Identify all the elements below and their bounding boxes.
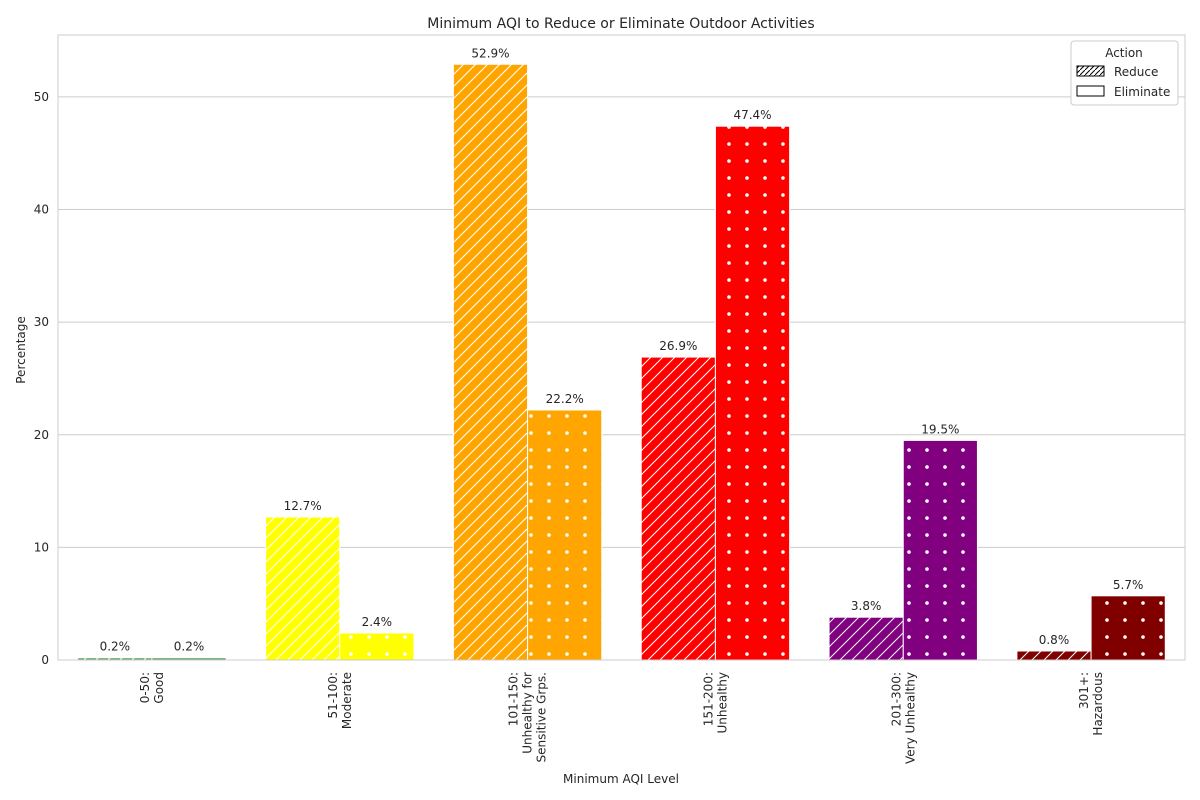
bar-eliminate-1 <box>339 632 415 661</box>
bar-reduce-2 <box>452 63 529 661</box>
bar-reduce-4 <box>828 616 904 661</box>
legend-swatch-eliminate <box>1076 85 1105 97</box>
svg-text:Very Unhealthy: Very Unhealthy <box>903 672 917 764</box>
x-axis-ticks: 0-50: Good 51-100: Moderate 101-150: Unhealth… <box>138 672 1105 764</box>
plot-frame <box>57 34 1186 661</box>
data-label: 52.9% <box>471 46 509 60</box>
legend-title: Action <box>1105 46 1143 60</box>
bar-eliminate-5 <box>1090 595 1166 661</box>
data-label: 26.9% <box>659 339 697 353</box>
x-tick-label: 0-50: Good <box>138 672 166 704</box>
bars <box>77 63 1166 661</box>
data-label: 22.2% <box>546 392 584 406</box>
data-label: 12.7% <box>284 499 322 513</box>
y-tick-label: 40 <box>34 203 49 217</box>
y-tick-label: 0 <box>41 653 49 667</box>
y-tick-label: 10 <box>34 540 49 554</box>
svg-text:Good: Good <box>152 672 166 704</box>
svg-text:Moderate: Moderate <box>340 672 354 729</box>
legend-label-reduce: Reduce <box>1114 65 1158 79</box>
svg-text:0-50:: 0-50: <box>138 672 152 703</box>
data-label: 47.4% <box>733 108 771 122</box>
bar-reduce-5 <box>1016 650 1092 661</box>
chart-title: Minimum AQI to Reduce or Eliminate Outdo… <box>427 16 814 32</box>
y-tick-label: 30 <box>34 315 49 329</box>
svg-text:51-100:: 51-100: <box>326 672 340 719</box>
svg-text:Hazardous: Hazardous <box>1091 672 1105 736</box>
x-tick-label: 301+: Hazardous <box>1077 672 1105 736</box>
svg-text:101-150:: 101-150: <box>507 672 521 726</box>
y-axis-label: Percentage <box>14 316 28 384</box>
bar-reduce-3 <box>640 356 716 661</box>
svg-text:Unhealthy for: Unhealthy for <box>521 672 535 754</box>
bar-eliminate-4 <box>902 439 978 661</box>
data-label: 0.8% <box>1039 633 1070 647</box>
x-tick-label: 201-300: Very Unhealthy <box>889 672 917 764</box>
x-axis-label: Minimum AQI Level <box>563 772 679 786</box>
bar-eliminate-2 <box>527 409 603 661</box>
legend: Action Reduce Eliminate <box>1070 40 1179 106</box>
bar-eliminate-3 <box>714 125 791 661</box>
legend-label-eliminate: Eliminate <box>1114 85 1170 99</box>
legend-swatch-reduce <box>1076 65 1105 77</box>
svg-text:151-200:: 151-200: <box>701 672 715 726</box>
svg-text:301+:: 301+: <box>1077 672 1091 709</box>
svg-text:Sensitive Grps.: Sensitive Grps. <box>535 672 549 762</box>
data-label: 2.4% <box>362 615 393 629</box>
y-tick-label: 50 <box>34 90 49 104</box>
data-label: 19.5% <box>921 422 959 436</box>
data-label: 5.7% <box>1113 578 1144 592</box>
data-label: 0.2% <box>100 640 131 654</box>
y-axis-ticks: 0 10 20 30 40 50 <box>34 90 49 667</box>
svg-text:Unhealthy: Unhealthy <box>715 672 729 733</box>
svg-text:201-300:: 201-300: <box>889 672 903 726</box>
x-tick-label: 151-200: Unhealthy <box>701 672 729 733</box>
x-tick-label: 51-100: Moderate <box>326 672 354 729</box>
x-tick-label: 101-150: Unhealthy for Sensitive Grps. <box>507 672 549 763</box>
bar-reduce-1 <box>265 516 341 661</box>
data-label: 3.8% <box>851 599 882 613</box>
grid <box>58 96 1185 661</box>
data-labels: 0.2% 12.7% 52.9% 26.9% 3.8% 0.8% 0.2% 2.4% 22.2%… <box>100 46 1144 653</box>
y-tick-label: 20 <box>34 428 49 442</box>
data-label: 0.2% <box>174 640 205 654</box>
